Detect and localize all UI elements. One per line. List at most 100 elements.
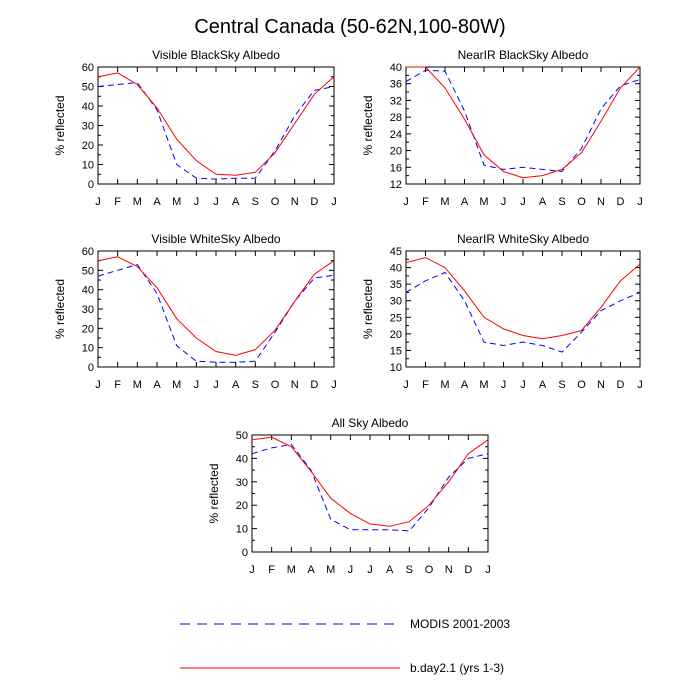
y-tick-label: 30 (390, 296, 402, 308)
x-tick-label: M (479, 379, 488, 391)
x-tick-label: M (326, 564, 335, 576)
y-tick-label: 0 (88, 362, 94, 374)
x-tick-label: F (114, 379, 121, 391)
x-tick-label: D (310, 196, 318, 208)
series-line-modis (405, 271, 641, 353)
x-tick-label: M (172, 379, 181, 391)
x-tick-label: J (637, 196, 643, 208)
y-tick-label: 32 (390, 95, 402, 107)
x-tick-label: O (425, 564, 434, 576)
x-tick-label: D (310, 379, 318, 391)
x-tick-label: O (271, 379, 280, 391)
y-tick-label: 50 (236, 430, 248, 442)
x-tick-label: J (213, 379, 219, 391)
x-tick-label: J (213, 196, 219, 208)
x-tick-label: J (249, 564, 255, 576)
panel-title: Visible BlackSky Albedo (152, 48, 280, 62)
y-tick-label: 28 (390, 112, 402, 124)
x-tick-label: A (539, 379, 547, 391)
x-tick-label: J (367, 564, 373, 576)
y-tick-label: 30 (82, 121, 94, 133)
y-tick-label: 10 (82, 343, 94, 355)
x-tick-label: M (440, 196, 449, 208)
y-tick-label: 12 (390, 179, 402, 191)
y-tick-label: 40 (82, 101, 94, 113)
x-tick-label: N (445, 564, 453, 576)
x-tick-label: A (232, 196, 240, 208)
x-tick-label: J (520, 379, 526, 391)
y-tick-label: 60 (82, 62, 94, 74)
x-tick-label: S (558, 196, 565, 208)
series-line-modis (97, 263, 335, 363)
x-tick-label: S (252, 196, 259, 208)
x-tick-label: J (194, 379, 200, 391)
x-tick-label: J (194, 196, 200, 208)
x-tick-label: J (331, 379, 337, 391)
y-axis-label: % reflected (361, 279, 375, 339)
y-tick-label: 30 (236, 477, 248, 489)
x-tick-label: A (307, 564, 315, 576)
x-tick-label: F (114, 196, 121, 208)
x-tick-label: A (153, 379, 161, 391)
y-tick-label: 25 (390, 312, 402, 324)
y-tick-label: 0 (88, 179, 94, 191)
x-tick-label: D (464, 564, 472, 576)
y-tick-label: 40 (236, 453, 248, 465)
x-tick-label: F (422, 196, 429, 208)
x-tick-label: A (386, 564, 394, 576)
y-axis-label: % reflected (53, 279, 67, 339)
y-tick-label: 40 (390, 263, 402, 275)
series-line-model (251, 436, 489, 527)
y-tick-label: 35 (390, 279, 402, 291)
x-tick-label: D (617, 196, 625, 208)
y-tick-label: 20 (82, 323, 94, 335)
x-tick-label: S (406, 564, 413, 576)
x-tick-label: J (403, 196, 409, 208)
x-tick-label: J (348, 564, 354, 576)
y-tick-label: 20 (390, 329, 402, 341)
x-tick-label: N (597, 379, 605, 391)
legend-label-model: b.day2.1 (yrs 1-3) (410, 661, 504, 675)
x-tick-label: N (291, 379, 299, 391)
x-tick-label: D (617, 379, 625, 391)
x-tick-label: A (153, 196, 161, 208)
x-tick-label: J (501, 196, 507, 208)
x-tick-label: O (577, 379, 586, 391)
y-tick-label: 15 (390, 345, 402, 357)
x-tick-label: J (95, 196, 101, 208)
x-tick-label: S (558, 379, 565, 391)
x-tick-label: N (291, 196, 299, 208)
y-tick-label: 40 (82, 285, 94, 297)
x-tick-label: O (577, 196, 586, 208)
panel-title: NearIR WhiteSky Albedo (457, 232, 589, 246)
x-tick-label: N (597, 196, 605, 208)
y-tick-label: 45 (390, 246, 402, 258)
y-tick-label: 0 (242, 547, 248, 559)
figure-title: Central Canada (50-62N,100-80W) (194, 16, 505, 38)
x-tick-label: M (479, 196, 488, 208)
x-tick-label: A (539, 196, 547, 208)
y-tick-label: 40 (390, 62, 402, 74)
x-tick-label: A (461, 196, 469, 208)
plot-frame (251, 434, 489, 553)
x-tick-label: J (485, 564, 491, 576)
series-line-model (97, 256, 335, 356)
x-tick-label: J (637, 379, 643, 391)
y-tick-label: 10 (390, 362, 402, 374)
x-tick-label: J (95, 379, 101, 391)
x-tick-label: F (422, 379, 429, 391)
panel-title: Visible WhiteSky Albedo (151, 232, 281, 246)
y-tick-label: 30 (82, 304, 94, 316)
y-tick-label: 10 (236, 524, 248, 536)
plot-frame (97, 66, 335, 185)
x-tick-label: M (133, 379, 142, 391)
panel-title: All Sky Albedo (332, 416, 409, 430)
legend: MODIS 2001-2003 b.day2.1 (yrs 1-3) (180, 617, 510, 675)
y-tick-label: 16 (390, 162, 402, 174)
series-line-modis (251, 443, 489, 532)
x-tick-label: S (252, 379, 259, 391)
y-tick-label: 20 (390, 146, 402, 158)
